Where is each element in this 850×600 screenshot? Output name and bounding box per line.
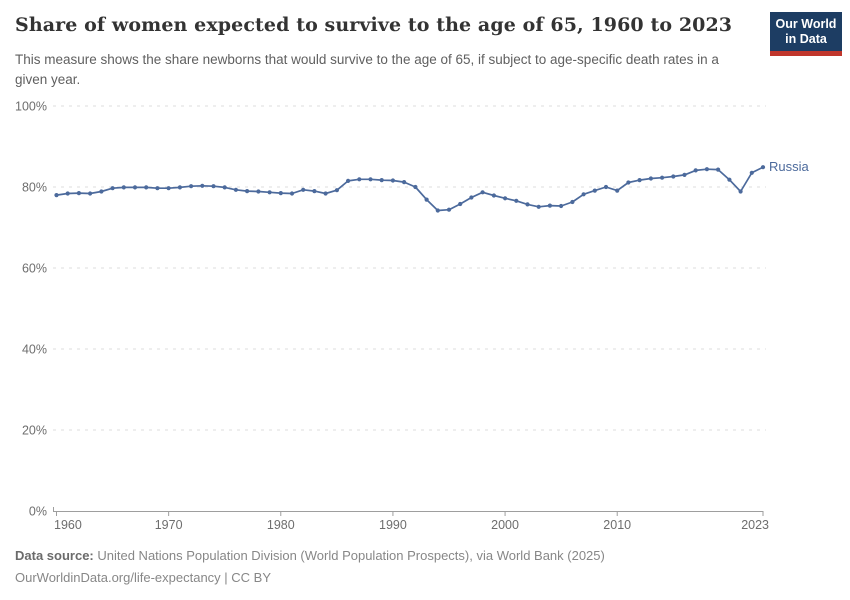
x-tick-label: 1980 [267,518,295,532]
data-point[interactable] [402,180,407,185]
data-point[interactable] [177,185,182,190]
chart-footer: Data source: United Nations Population D… [15,545,835,589]
x-tick-label: 2000 [491,518,519,532]
x-axis [53,507,764,516]
data-point[interactable] [716,167,721,172]
data-point[interactable] [155,186,160,191]
y-tick-label: 100% [15,100,47,114]
data-point[interactable] [110,186,115,191]
x-axis-labels: 1960 1970 1980 1990 2000 2010 2023 [54,518,769,532]
data-point[interactable] [334,188,339,193]
data-point[interactable] [480,190,485,195]
data-point[interactable] [379,178,384,183]
data-point[interactable] [536,204,541,209]
data-point[interactable] [166,186,171,191]
chart-subtitle: This measure shows the share newborns th… [15,52,719,87]
data-point[interactable] [660,175,665,180]
x-tick-label: 1960 [54,518,82,532]
data-point[interactable] [390,178,395,183]
data-point[interactable] [435,208,440,213]
data-point[interactable] [648,176,654,181]
data-point[interactable] [76,191,81,196]
owid-logo[interactable]: Our World in Data [770,12,842,56]
data-point[interactable] [346,178,351,183]
data-point[interactable] [559,203,564,209]
data-point[interactable] [469,195,474,200]
data-point[interactable] [727,177,732,182]
data-point[interactable] [132,185,138,190]
data-point[interactable] [671,174,676,179]
x-tick-label: 1970 [155,518,183,532]
data-point[interactable] [54,193,59,198]
data-point[interactable] [357,177,362,182]
data-point[interactable] [267,190,272,195]
data-point[interactable] [693,168,698,173]
x-tick-label: 2023 [741,518,769,532]
data-point[interactable] [626,180,631,185]
data-point[interactable] [738,189,743,194]
data-point[interactable] [222,185,227,190]
data-point[interactable] [278,191,283,196]
x-tick-label: 1990 [379,518,407,532]
data-point[interactable] [704,167,710,172]
data-source-label: Data source: [15,548,94,563]
license-line: OurWorldinData.org/life-expectancy | CC … [15,570,272,586]
data-point[interactable] [581,192,586,197]
x-tick-label: 2010 [603,518,631,532]
owid-logo-line1: Our World [775,17,837,31]
y-tick-label: 20% [22,424,47,438]
data-point[interactable] [88,191,93,196]
data-point[interactable] [99,189,104,194]
y-tick-label: 40% [22,343,47,357]
data-point[interactable] [603,184,609,190]
data-point[interactable] [65,191,70,196]
data-point[interactable] [256,189,261,194]
data-point[interactable] [301,187,306,192]
data-point[interactable] [121,185,126,190]
data-point[interactable] [211,184,216,189]
gridlines [53,105,766,431]
data-source-line: Data source: United Nations Population D… [15,545,835,567]
data-point[interactable] [312,189,317,194]
data-point[interactable] [144,185,149,190]
series-label-russia[interactable]: Russia [769,159,810,174]
data-point[interactable] [424,197,429,202]
data-point[interactable] [637,178,642,183]
data-point[interactable] [682,172,687,177]
owid-logo-line2: in Data [785,32,827,46]
data-point[interactable] [760,165,766,170]
data-point[interactable] [368,177,373,182]
data-point[interactable] [413,184,418,190]
y-tick-label: 0% [29,505,47,519]
data-point[interactable] [525,202,530,207]
series-russia[interactable] [54,165,766,213]
data-point[interactable] [233,187,238,192]
data-point[interactable] [503,196,508,201]
data-point[interactable] [615,188,620,193]
data-point[interactable] [245,189,250,194]
data-point[interactable] [592,188,597,193]
data-point[interactable] [289,191,295,196]
data-point[interactable] [547,203,553,208]
y-tick-label: 80% [22,181,47,195]
data-point[interactable] [570,199,575,205]
data-point[interactable] [749,170,754,175]
data-point[interactable] [514,198,519,203]
data-line[interactable] [55,166,764,212]
data-source-text: United Nations Population Division (Worl… [93,548,605,563]
page-title: Share of women expected to survive to th… [15,14,733,36]
data-point[interactable] [446,207,452,212]
data-point[interactable] [189,184,194,189]
data-point[interactable] [491,193,496,198]
data-point[interactable] [323,191,328,196]
y-axis-labels: 0% 20% 40% 60% 80% 100% [15,100,47,519]
data-point[interactable] [200,183,205,188]
y-tick-label: 60% [22,262,47,276]
data-point[interactable] [458,201,463,207]
